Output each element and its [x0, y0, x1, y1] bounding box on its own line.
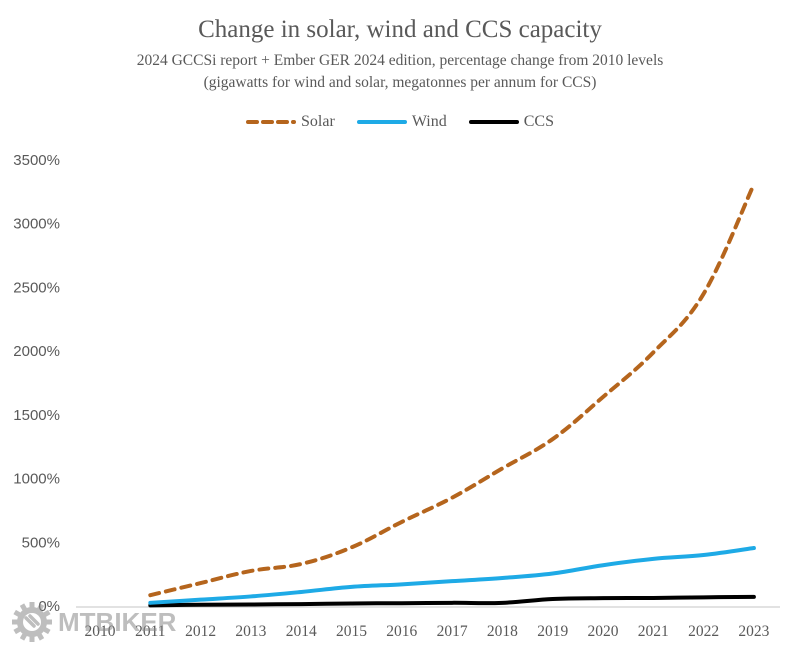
series-line-solar: [148, 182, 756, 598]
x-tick-label: 2010: [85, 623, 116, 640]
series-line-ccs: [148, 594, 756, 608]
legend-label-wind: Wind: [411, 113, 447, 130]
x-tick-label: 2018: [487, 623, 518, 640]
x-tick-label: 2014: [286, 623, 317, 640]
gear-logo-icon: [12, 602, 52, 642]
x-tick-label: 2015: [336, 623, 367, 640]
y-tick-label: 3000%: [13, 216, 60, 233]
legend-swatch-solar: [246, 120, 297, 124]
chart-legend: Solar Wind CCS: [0, 113, 800, 131]
legend-item-ccs: CCS: [468, 113, 554, 131]
y-tick-label: 3500%: [13, 152, 60, 169]
chart-subtitle-line-2: (gigawatts for wind and solar, megatonne…: [203, 74, 597, 91]
x-tick-label: 2020: [588, 623, 619, 640]
chart-title: Change in solar, wind and CCS capacity: [198, 16, 602, 43]
x-axis-ticks: 2010 2011 2012 2013 2014 2015 2016 2017 2018 2019…: [85, 623, 770, 640]
x-tick-label: 2017: [437, 623, 468, 640]
chart-subtitle-line-1: 2024 GCCSi report + Ember GER 2024 editi…: [136, 52, 664, 69]
y-tick-label: 1000%: [13, 471, 60, 488]
legend-swatch-ccs: [468, 120, 519, 124]
y-tick-label: 2500%: [13, 279, 60, 296]
legend-swatch-wind: [356, 120, 407, 124]
watermark: MTBIKER: [10, 600, 176, 644]
x-tick-label: 2023: [738, 623, 769, 640]
y-axis-ticks: 0% 500% 1000% 1500% 2000% 2500% 3000% 3500%: [13, 152, 60, 615]
y-tick-label: 2000%: [13, 343, 60, 360]
series-line-wind: [148, 546, 756, 605]
series-lines: [148, 182, 756, 608]
y-tick-label: 500%: [22, 534, 60, 551]
x-tick-label: 2022: [688, 623, 719, 640]
y-tick-label: 0%: [38, 598, 60, 615]
x-tick-label: 2011: [135, 623, 165, 640]
x-tick-label: 2021: [638, 623, 669, 640]
legend-label-solar: Solar: [301, 113, 335, 130]
watermark-text: MTBIKER: [58, 606, 177, 637]
x-tick-label: 2019: [537, 623, 568, 640]
legend-item-solar: Solar: [246, 113, 335, 131]
y-tick-label: 1500%: [13, 407, 60, 424]
legend-label-ccs: CCS: [523, 113, 554, 130]
x-tick-label: 2016: [386, 623, 417, 640]
x-tick-label: 2012: [185, 623, 216, 640]
legend-item-wind: Wind: [356, 113, 447, 131]
x-tick-label: 2013: [235, 623, 266, 640]
